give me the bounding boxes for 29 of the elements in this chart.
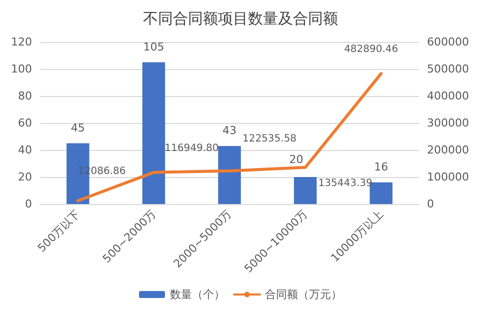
y-tick-label: 20 xyxy=(18,170,32,184)
data-label: 43 xyxy=(222,124,236,137)
y-tick-label: 60 xyxy=(18,116,32,130)
y-tick-label: 100 xyxy=(11,62,32,76)
y2-tick-label: 500000 xyxy=(427,62,469,76)
bar xyxy=(142,62,166,204)
y2-tick-label: 0 xyxy=(427,198,434,210)
legend-label: 数量（个） xyxy=(170,288,225,301)
bar xyxy=(294,177,317,204)
bar xyxy=(218,146,241,204)
y-tick-label: 40 xyxy=(18,144,32,156)
data-label: 16 xyxy=(374,160,388,174)
y2-tick-label: 400000 xyxy=(427,90,469,102)
data-label: 105 xyxy=(143,40,164,54)
data-label: 135443.39 xyxy=(318,178,372,189)
y-tick-label: 120 xyxy=(11,36,32,48)
y-tick-label: 80 xyxy=(18,90,32,102)
data-label: 20 xyxy=(289,153,304,166)
y2-tick-label: 100000 xyxy=(427,170,469,184)
chart-title: 不同合同额项目数量及合同额 xyxy=(143,10,338,28)
y2-tick-label: 300000 xyxy=(427,116,469,130)
y-tick-label: 0 xyxy=(25,198,32,210)
data-label: 122535.58 xyxy=(242,133,297,144)
data-label: 45 xyxy=(70,121,85,134)
y2-tick-label: 200000 xyxy=(427,144,469,156)
y2-tick-label: 600000 xyxy=(427,36,469,48)
data-label: 482890.46 xyxy=(344,44,398,56)
legend-label: 合同额（万元） xyxy=(265,288,342,301)
data-label: 116949.80 xyxy=(164,142,219,154)
